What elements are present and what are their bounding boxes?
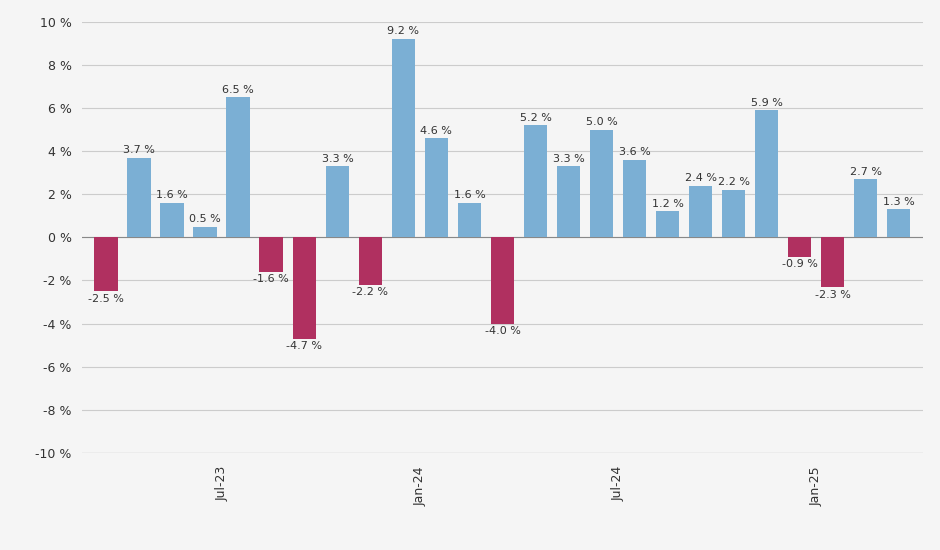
- Bar: [392, 39, 415, 238]
- Text: 3.3 %: 3.3 %: [553, 153, 585, 163]
- Bar: [722, 190, 745, 238]
- Text: 1.6 %: 1.6 %: [156, 190, 188, 200]
- Bar: [689, 185, 713, 238]
- Bar: [194, 227, 217, 238]
- Bar: [556, 166, 580, 238]
- Bar: [325, 166, 350, 238]
- Bar: [524, 125, 547, 238]
- Bar: [358, 238, 383, 285]
- Text: -2.3 %: -2.3 %: [815, 289, 851, 300]
- Bar: [655, 211, 680, 238]
- Bar: [128, 157, 151, 238]
- Text: 3.3 %: 3.3 %: [321, 153, 353, 163]
- Text: 3.7 %: 3.7 %: [123, 145, 155, 155]
- Bar: [94, 238, 118, 292]
- Text: 6.5 %: 6.5 %: [223, 85, 254, 95]
- Text: 4.6 %: 4.6 %: [420, 125, 452, 135]
- Text: 1.3 %: 1.3 %: [883, 197, 915, 207]
- Text: -0.9 %: -0.9 %: [781, 260, 818, 270]
- Text: 0.5 %: 0.5 %: [190, 214, 221, 224]
- Bar: [227, 97, 250, 238]
- Text: -1.6 %: -1.6 %: [254, 274, 290, 284]
- Bar: [886, 210, 911, 238]
- Text: 5.9 %: 5.9 %: [751, 97, 782, 107]
- Bar: [755, 110, 778, 238]
- Bar: [292, 238, 316, 339]
- Text: -2.5 %: -2.5 %: [88, 294, 124, 304]
- Text: 5.0 %: 5.0 %: [586, 117, 618, 127]
- Bar: [259, 238, 283, 272]
- Bar: [854, 179, 877, 238]
- Text: 5.2 %: 5.2 %: [520, 113, 552, 123]
- Bar: [458, 203, 481, 238]
- Bar: [589, 129, 614, 238]
- Text: 2.4 %: 2.4 %: [684, 173, 716, 183]
- Text: 1.6 %: 1.6 %: [454, 190, 485, 200]
- Text: 2.2 %: 2.2 %: [717, 177, 749, 188]
- Bar: [821, 238, 844, 287]
- Text: -2.2 %: -2.2 %: [352, 288, 388, 298]
- Text: -4.7 %: -4.7 %: [287, 342, 322, 351]
- Bar: [425, 138, 448, 238]
- Text: -4.0 %: -4.0 %: [484, 326, 521, 336]
- Text: 9.2 %: 9.2 %: [387, 26, 419, 36]
- Text: 1.2 %: 1.2 %: [651, 199, 683, 209]
- Bar: [788, 238, 811, 257]
- Bar: [491, 238, 514, 323]
- Bar: [622, 160, 647, 238]
- Text: 3.6 %: 3.6 %: [619, 147, 650, 157]
- Text: 2.7 %: 2.7 %: [850, 167, 882, 177]
- Bar: [161, 203, 184, 238]
